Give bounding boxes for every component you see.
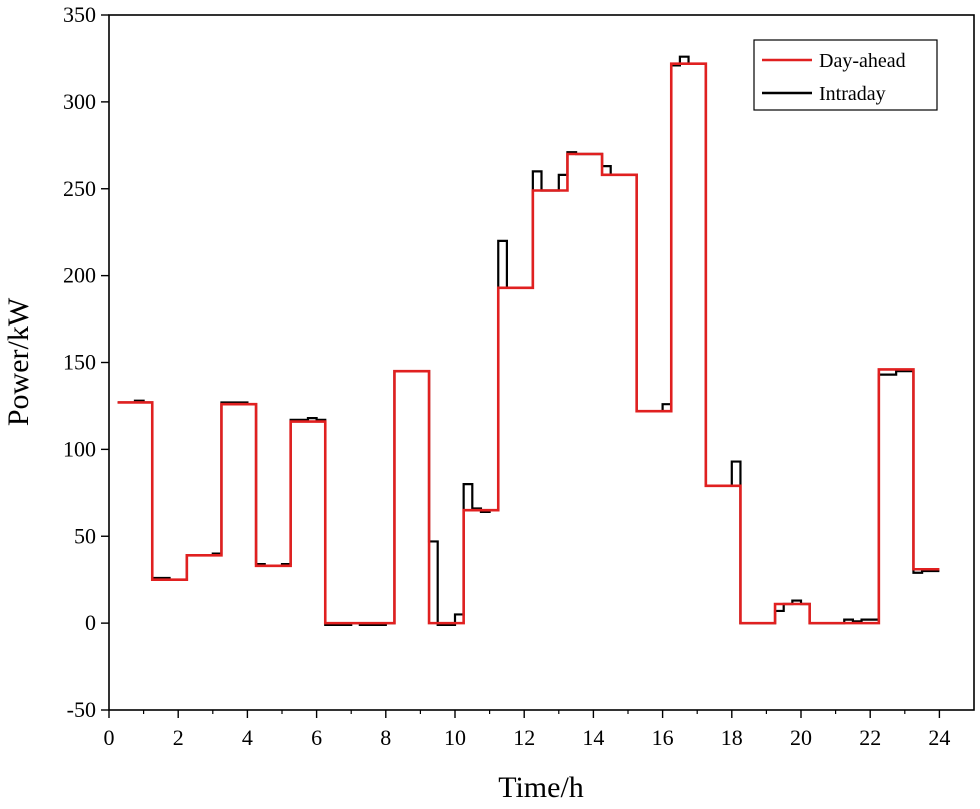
plot-frame [108,14,975,711]
x-tick-label: 12 [513,725,535,750]
y-axis-title: Power/kW [2,297,35,426]
series-line-intraday [117,55,940,626]
y-tick-label: 200 [63,263,96,288]
x-tick-label: 18 [721,725,743,750]
legend-label-intraday: Intraday [819,83,886,105]
x-tick-label: 14 [582,725,604,750]
legend-label-day-ahead: Day-ahead [819,50,906,72]
x-tick-label: 20 [790,725,812,750]
y-tick-label: 150 [63,350,96,375]
y-tick-label: 100 [63,436,96,461]
x-tick-label: 22 [859,725,881,750]
x-axis-title: Time/h [498,771,584,804]
y-tick-label: 0 [85,610,96,635]
x-tick-label: 24 [928,725,950,750]
x-tick-label: 16 [652,725,674,750]
y-tick-label: 300 [63,89,96,114]
y-tick-label: 350 [63,2,96,27]
x-tick-label: 8 [380,725,391,750]
x-tick-label: 0 [104,725,115,750]
series-line-day-ahead [117,62,940,625]
series-layer [117,55,940,626]
legend-box [753,39,938,111]
y-tick-label: 250 [63,176,96,201]
y-tick-label: 50 [74,523,96,548]
x-tick-label: 2 [173,725,184,750]
legend: Day-ahead Intraday [753,39,938,111]
x-tick-label: 4 [242,725,253,750]
x-tick-label: 6 [311,725,322,750]
y-tick-label: -50 [67,697,96,722]
x-tick-label: 10 [444,725,466,750]
